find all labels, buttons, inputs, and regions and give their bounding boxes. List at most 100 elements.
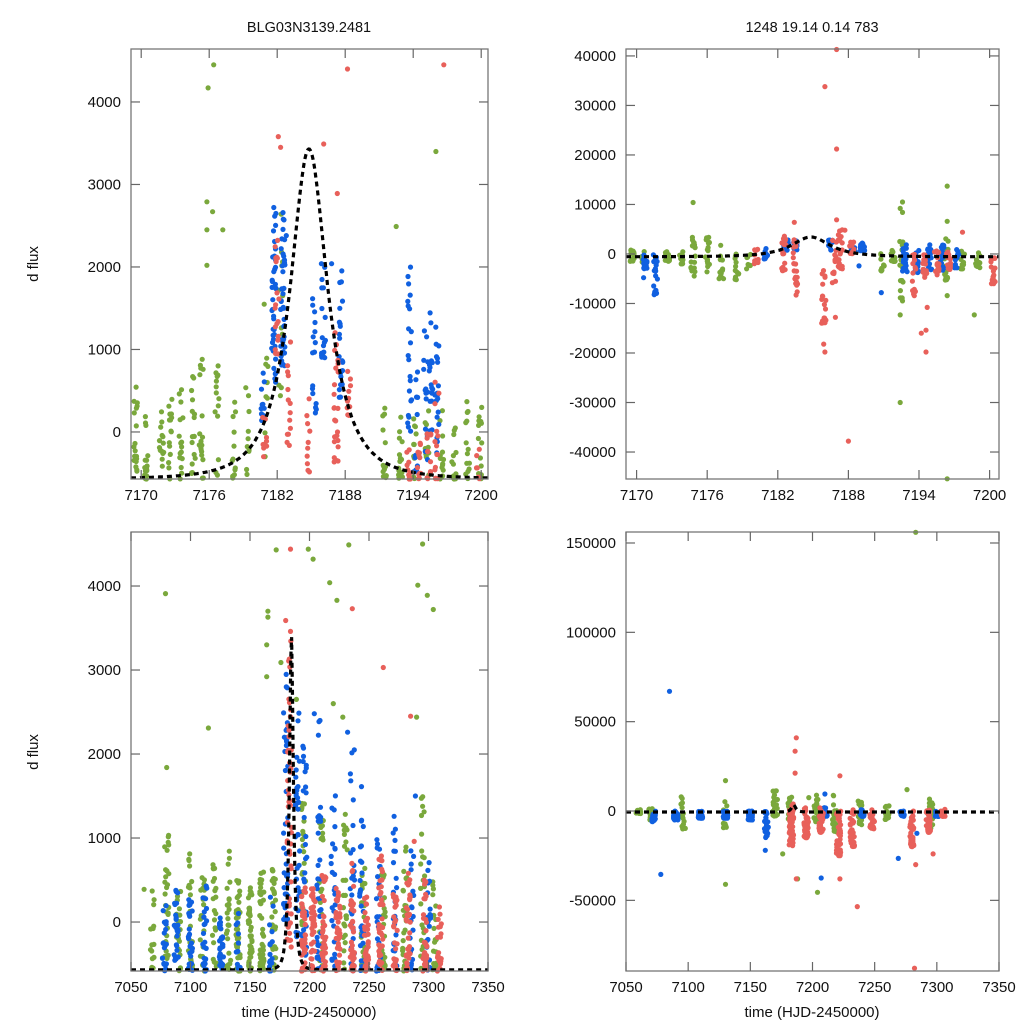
data-point (348, 850, 354, 856)
data-point (437, 934, 443, 940)
data-point (204, 918, 210, 924)
x-tick-label: 7150 (233, 979, 266, 996)
data-point (319, 285, 325, 291)
data-point (992, 265, 998, 271)
data-point (435, 409, 441, 415)
data-point (426, 362, 433, 368)
data-point (276, 296, 282, 302)
data-point (926, 800, 933, 806)
data-point (304, 453, 310, 459)
data-point (288, 879, 294, 885)
data-point (393, 932, 399, 938)
data-point (331, 391, 337, 397)
data-point (166, 403, 172, 409)
x-tick-label: 7250 (858, 979, 891, 996)
data-point (832, 258, 838, 265)
data-point (910, 288, 916, 294)
data-point (210, 878, 216, 884)
data-point (244, 466, 250, 473)
data-point (274, 255, 280, 261)
data-point (310, 890, 316, 896)
data-point (346, 388, 352, 394)
data-point (417, 441, 423, 448)
data-point (304, 461, 310, 467)
data-point (200, 457, 206, 463)
data-point (149, 948, 155, 954)
data-point (378, 853, 384, 859)
data-point (679, 823, 685, 829)
data-point (264, 642, 270, 648)
data-point (304, 413, 310, 419)
data-point (305, 467, 311, 473)
x-tick-label: 7050 (609, 979, 642, 996)
data-point (392, 919, 398, 925)
data-point (284, 685, 290, 691)
data-point (303, 833, 309, 840)
data-point (287, 920, 293, 926)
data-point (258, 881, 264, 887)
data-point (235, 920, 241, 926)
data-point (279, 263, 285, 269)
data-point (899, 209, 906, 215)
data-point (217, 925, 223, 931)
data-point (226, 896, 232, 902)
data-point (418, 795, 424, 801)
data-point (837, 828, 843, 834)
data-point (272, 924, 279, 930)
data-point (248, 944, 254, 950)
data-point (908, 842, 915, 848)
data-point (267, 951, 273, 958)
data-point (397, 429, 403, 435)
data-point (332, 417, 338, 423)
data-point (198, 887, 204, 893)
data-point (247, 919, 253, 925)
data-point (300, 905, 306, 911)
y-tick-label: 0 (113, 424, 121, 441)
data-point (392, 848, 398, 854)
data-point (665, 252, 672, 258)
data-point (270, 297, 276, 303)
data-point (813, 792, 820, 798)
data-point (191, 433, 197, 439)
data-point (199, 434, 206, 440)
data-point (819, 296, 825, 302)
data-point (212, 409, 218, 415)
data-point (179, 456, 185, 462)
data-point (406, 951, 412, 957)
data-point (187, 892, 193, 898)
data-point (341, 960, 347, 966)
data-point (407, 340, 414, 346)
data-point (172, 900, 178, 906)
data-point (434, 443, 440, 449)
data-point (180, 415, 186, 421)
data-point (424, 592, 430, 598)
data-point (258, 885, 264, 891)
data-point (910, 817, 916, 823)
x-tick-label: 7350 (471, 979, 504, 996)
data-point (269, 277, 275, 283)
data-point (311, 939, 317, 945)
y-tick-label: 1000 (88, 341, 121, 358)
data-point (836, 842, 842, 848)
data-point (294, 785, 300, 791)
data-point (162, 891, 168, 897)
data-point (792, 276, 798, 282)
panel-title: BLG03N3139.2481 (247, 20, 371, 36)
data-point (679, 805, 685, 811)
data-point (336, 927, 342, 933)
data-point (922, 274, 928, 280)
data-point (171, 952, 177, 958)
data-point (920, 269, 926, 275)
data-point (721, 822, 727, 828)
data-point (258, 870, 264, 876)
y-tick-label: -30000 (569, 395, 616, 412)
data-point (210, 209, 216, 215)
data-point (426, 368, 432, 374)
data-point (705, 263, 711, 270)
data-point (334, 429, 341, 435)
data-point (405, 412, 411, 419)
data-point (333, 885, 339, 892)
data-point (704, 269, 710, 275)
data-point (297, 848, 303, 854)
data-point (349, 860, 355, 867)
